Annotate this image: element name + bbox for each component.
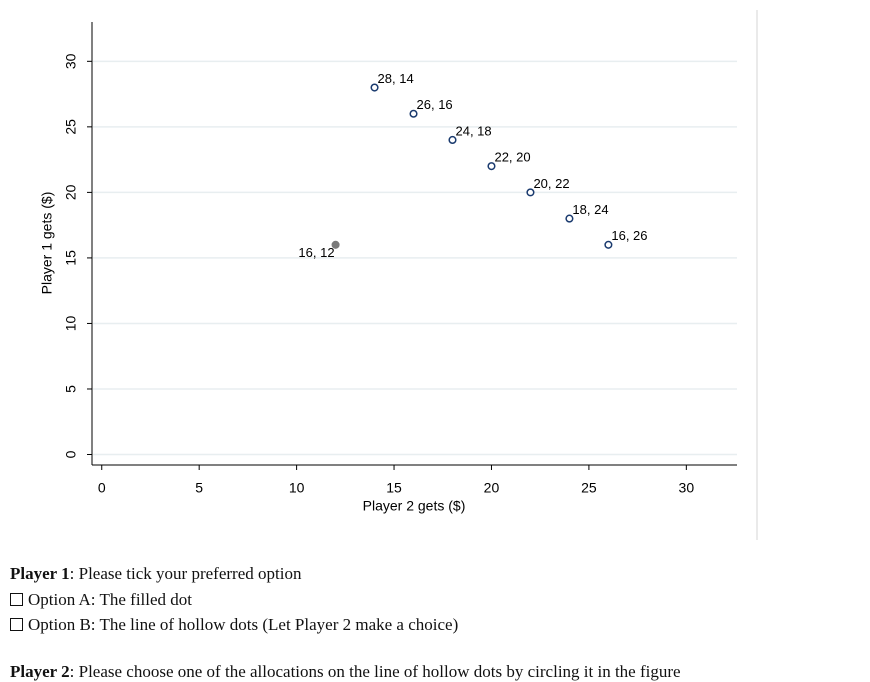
- point: [331, 240, 340, 249]
- player2-line: Player 2: Please choose one of the alloc…: [10, 662, 681, 682]
- y-tick-label: 5: [63, 385, 79, 393]
- player1-prompt: : Please tick your preferred option: [69, 564, 302, 583]
- point: [565, 214, 574, 223]
- y-axis-label: Player 1 gets ($): [39, 192, 55, 295]
- player1-line: Player 1: Please tick your preferred opt…: [10, 564, 301, 584]
- option-b-text: Option B: The line of hollow dots (Let P…: [28, 615, 459, 634]
- point-label: 24, 18: [455, 123, 491, 138]
- x-tick-label: 20: [484, 480, 500, 496]
- point: [604, 240, 613, 249]
- point: [409, 109, 418, 118]
- x-tick-label: 15: [386, 480, 402, 496]
- x-tick-label: 30: [679, 480, 695, 496]
- point: [370, 83, 379, 92]
- player2-label: Player 2: [10, 662, 70, 681]
- point: [526, 188, 535, 197]
- y-tick-label: 30: [63, 53, 79, 69]
- y-tick-label: 20: [63, 184, 79, 200]
- option-a[interactable]: Option A: The filled dot: [10, 590, 192, 610]
- x-tick-label: 10: [289, 480, 305, 496]
- point: [448, 135, 457, 145]
- chart: Player 2 gets ($) Player 1 gets ($) 0 5 10…: [39, 10, 758, 540]
- y-tick-label: 0: [63, 450, 79, 458]
- x-tick-label: 0: [98, 480, 106, 496]
- y-tick-label: 25: [63, 119, 79, 135]
- point-label: 28, 14: [378, 71, 414, 86]
- player1-label: Player 1: [10, 564, 70, 583]
- point-label: 16, 12: [298, 245, 334, 260]
- point-label: 20, 22: [533, 176, 569, 191]
- y-tick-label: 15: [63, 250, 79, 266]
- option-a-text: Option A: The filled dot: [28, 590, 193, 609]
- y-tick-label: 10: [63, 315, 79, 331]
- player2-prompt: : Please choose one of the allocations o…: [69, 662, 681, 681]
- point-label: 22, 20: [494, 150, 530, 165]
- point-label: 26, 16: [417, 97, 453, 112]
- x-tick-label: 25: [581, 480, 597, 496]
- checkbox[interactable]: [10, 593, 23, 606]
- checkbox[interactable]: [10, 618, 23, 631]
- point-label: 16, 26: [611, 228, 647, 243]
- x-tick-label: 5: [195, 480, 203, 496]
- point: [487, 162, 496, 171]
- option-b[interactable]: Option B: The line of hollow dots (Let P…: [10, 615, 458, 635]
- point-label: 18, 24: [572, 202, 608, 217]
- x-axis-label: Player 2 gets ($): [363, 498, 466, 514]
